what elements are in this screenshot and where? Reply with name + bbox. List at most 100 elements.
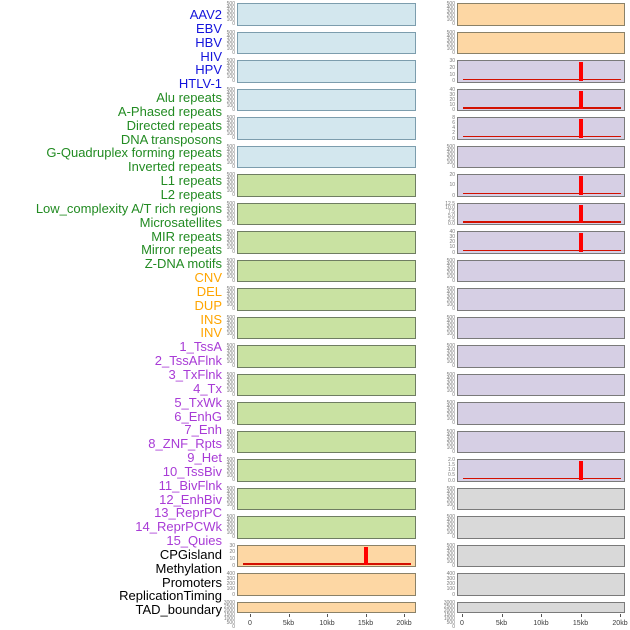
y-axis-ticks: 20 10 0 [425, 173, 455, 199]
track-label: L2 repeats [160, 186, 222, 202]
track-panel: 500 400 300 200 100 0 [447, 144, 625, 169]
y-tick-label: 500 [446, 542, 455, 549]
y-tick-label: 500 [226, 286, 235, 292]
y-tick-label: 30 [449, 58, 455, 64]
track-panel: 500 400 300 200 100 0 [227, 515, 416, 540]
y-tick-label: 400 [226, 62, 235, 69]
track-label: 7_Enh [184, 422, 222, 438]
track-label: 6_EnhG [174, 408, 222, 424]
track-panel: 30 20 10 0 [449, 59, 625, 84]
track-label: Microsatellites [139, 214, 222, 230]
y-tick-label: 300 [446, 379, 455, 386]
y-tick-label: 400 [226, 5, 235, 12]
track-label: Mirror repeats [141, 242, 222, 258]
y-tick-label: 100 [226, 416, 235, 423]
y-tick-label: 300 [446, 550, 455, 557]
y-tick-label: 400 [446, 546, 455, 553]
x-axis-tick [404, 613, 405, 617]
y-tick-label: 100 [226, 501, 235, 508]
y-tick-label: 300 [226, 37, 235, 44]
track-label: 15_Quies [166, 533, 222, 549]
track-panel: 500 400 300 200 100 0 [227, 59, 416, 84]
y-tick-label: 100 [226, 586, 235, 593]
y-axis-ticks: 500 400 300 200 100 0 [425, 2, 455, 27]
y-tick-label: 500 [226, 257, 235, 264]
y-axis-ticks: 400 300 200 100 0 [425, 572, 455, 598]
y-tick-label: 500 [226, 172, 235, 178]
track-label: Z-DNA motifs [144, 256, 222, 272]
y-tick-label: 200 [226, 298, 235, 305]
y-tick-label: 300 [446, 294, 455, 301]
y-tick-label: 0 [452, 78, 455, 85]
y-tick-label: 200 [226, 98, 235, 105]
x-axis-tick [580, 613, 582, 617]
y-tick-label: 0 [232, 391, 235, 398]
y-tick-label: 0 [232, 562, 235, 569]
y-tick-label: 1500 [443, 611, 455, 618]
track-panel: 500 400 300 200 100 0 [227, 116, 416, 141]
track-panel: 500 400 300 200 100 0 [447, 486, 625, 511]
y-tick-label: 200 [226, 13, 235, 20]
y-tick-label: 400 [226, 432, 235, 439]
red-peak [578, 461, 583, 480]
y-tick-label: 100 [226, 17, 235, 24]
track-panel: 500 400 300 200 100 0 [227, 87, 416, 112]
y-tick-label: 200 [446, 269, 455, 276]
y-tick-label: 40 [449, 229, 455, 235]
y-axis-ticks: 500 400 300 200 100 0 [425, 429, 455, 454]
y-tick-label: 100 [446, 558, 455, 565]
y-tick-label: 0 [452, 623, 455, 630]
track-panel: 500 400 300 200 100 0 [447, 401, 625, 426]
track-label: INV [200, 325, 222, 341]
y-tick-label: 2500 [443, 603, 455, 610]
y-axis-ticks: 500 400 300 200 100 0 [425, 344, 455, 369]
track-label: DUP [194, 297, 222, 313]
x-axis-label: 15kb [572, 619, 589, 627]
track-label: 12_EnhBiv [159, 491, 222, 507]
y-tick-label: 200 [226, 326, 235, 333]
y-tick-label: 200 [226, 241, 235, 248]
track-panel: 500 400 300 200 100 0 [227, 315, 416, 340]
y-axis-ticks: 12.5 10.0 7.5 5.0 2.5 0.0 [425, 201, 455, 226]
y-tick-label: 100 [226, 530, 235, 537]
y-tick-label: 400 [446, 5, 455, 12]
y-tick-label: 100 [226, 359, 235, 366]
track-label: HIV [200, 48, 222, 64]
y-tick-label: 300 [226, 379, 235, 386]
y-tick-label: 100 [446, 273, 455, 280]
y-tick-label: 500 [226, 343, 235, 349]
track-panel: 500 400 300 200 100 0 [227, 372, 416, 397]
y-tick-label: 400 [446, 489, 455, 496]
y-tick-label: 1.0 [448, 467, 455, 474]
track-label: G-Quadruplex forming repeats [46, 145, 222, 161]
y-tick-label: 0 [232, 448, 235, 455]
y-tick-label: 200 [446, 412, 455, 419]
y-tick-label: 400 [446, 318, 455, 325]
y-tick-label: 10 [449, 244, 455, 251]
y-tick-label: 0 [452, 163, 455, 170]
y-tick-label: 400 [226, 375, 235, 382]
y-tick-label: 2.0 [448, 457, 455, 463]
track-panel: 500 400 300 200 100 0 [447, 344, 625, 369]
y-tick-label: 200 [226, 469, 235, 476]
y-tick-label: 500 [226, 86, 235, 93]
y-tick-label: 200 [446, 497, 455, 504]
y-tick-label: 100 [446, 530, 455, 537]
y-tick-label: 100 [226, 273, 235, 280]
red-baseline [462, 221, 621, 223]
y-tick-label: 200 [226, 412, 235, 419]
y-tick-label: 2000 [443, 607, 455, 614]
y-tick-label: 0 [232, 623, 235, 630]
x-axis-tick [365, 613, 367, 617]
y-tick-label: 500 [226, 200, 235, 207]
y-tick-label: 300 [446, 9, 455, 16]
y-tick-label: 2000 [223, 607, 235, 614]
x-axis-tick [250, 613, 251, 617]
y-tick-label: 0 [232, 306, 235, 313]
y-tick-label: 0 [452, 107, 455, 113]
y-tick-label: 500 [446, 257, 455, 264]
red-peak [578, 204, 583, 223]
y-tick-label: 200 [226, 440, 235, 447]
y-tick-label: 200 [226, 70, 235, 77]
y-tick-label: 0 [452, 334, 455, 341]
